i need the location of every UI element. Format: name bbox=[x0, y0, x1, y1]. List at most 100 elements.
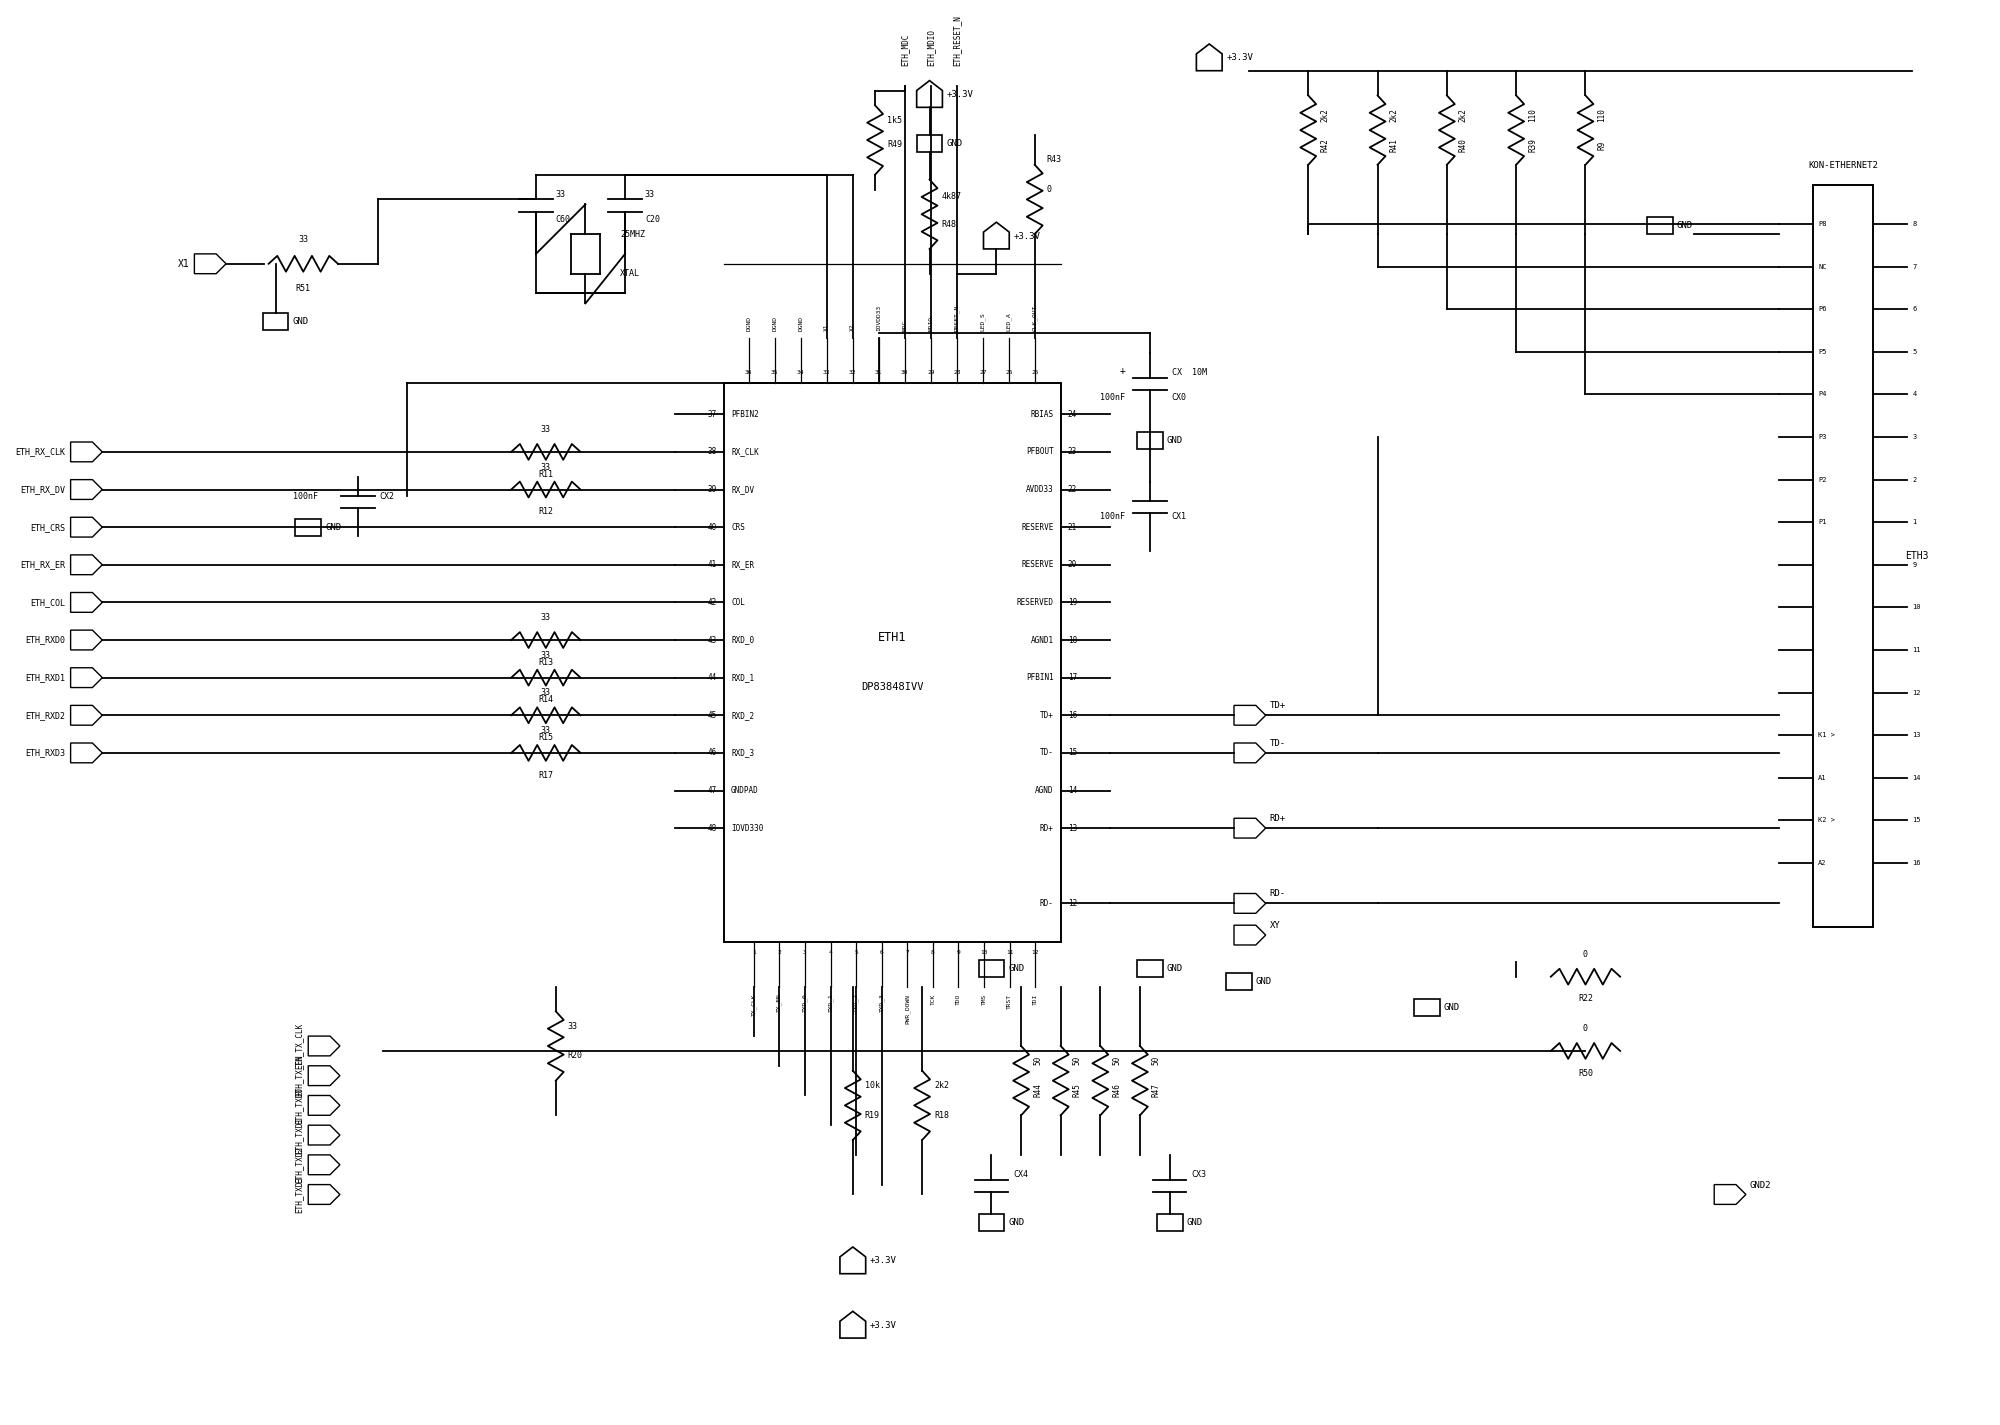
Text: 29: 29 bbox=[928, 369, 934, 375]
Text: P4: P4 bbox=[1818, 392, 1826, 398]
Text: TX_EN: TX_EN bbox=[776, 993, 782, 1012]
Text: ETH_TXD0: ETH_TXD0 bbox=[294, 1087, 304, 1124]
Text: 10: 10 bbox=[1912, 604, 1920, 610]
Text: 100nF: 100nF bbox=[1100, 512, 1126, 520]
Text: ETH_RXD3: ETH_RXD3 bbox=[26, 748, 66, 758]
Text: CRS: CRS bbox=[732, 523, 744, 532]
Text: KON-ETHERNET2: KON-ETHERNET2 bbox=[1808, 161, 1878, 170]
Text: 4: 4 bbox=[1912, 392, 1916, 398]
Text: AVDD33: AVDD33 bbox=[1026, 485, 1054, 494]
Text: 15: 15 bbox=[1068, 748, 1076, 758]
Text: GND: GND bbox=[1186, 1218, 1202, 1227]
Text: R46: R46 bbox=[1112, 1083, 1122, 1097]
Text: R51: R51 bbox=[296, 284, 310, 292]
Text: RXD_3: RXD_3 bbox=[732, 748, 754, 758]
Text: 16: 16 bbox=[1912, 859, 1920, 866]
Text: R15: R15 bbox=[538, 732, 554, 742]
Text: RXD_1: RXD_1 bbox=[732, 673, 754, 683]
Text: 9: 9 bbox=[956, 950, 960, 955]
Text: TXD_0: TXD_0 bbox=[802, 993, 808, 1012]
Text: 33: 33 bbox=[540, 425, 550, 435]
Text: X1: X1 bbox=[178, 259, 190, 269]
Polygon shape bbox=[1714, 1184, 1746, 1204]
Text: 6: 6 bbox=[1912, 306, 1916, 312]
Text: 11: 11 bbox=[1912, 647, 1920, 653]
Text: 2: 2 bbox=[778, 950, 782, 955]
Text: RX_ER: RX_ER bbox=[732, 560, 754, 569]
Text: K2 >: K2 > bbox=[1818, 817, 1836, 824]
Text: LED_A: LED_A bbox=[1006, 312, 1012, 331]
Text: ETH_TXD2: ETH_TXD2 bbox=[294, 1146, 304, 1183]
Text: RD+: RD+ bbox=[1040, 824, 1054, 832]
Text: ETH_TXD3: ETH_TXD3 bbox=[294, 1176, 304, 1213]
Text: 24: 24 bbox=[1068, 410, 1076, 419]
Text: 5: 5 bbox=[1912, 349, 1916, 355]
Text: MDIO: MDIO bbox=[928, 316, 934, 331]
Text: R17: R17 bbox=[538, 771, 554, 779]
Text: ETH_RESET_N: ETH_RESET_N bbox=[952, 14, 962, 66]
Text: P8: P8 bbox=[1818, 221, 1826, 227]
Text: CX  10M: CX 10M bbox=[1172, 368, 1206, 378]
Polygon shape bbox=[308, 1036, 340, 1056]
Text: 42: 42 bbox=[708, 598, 718, 607]
Text: 33: 33 bbox=[540, 651, 550, 660]
Polygon shape bbox=[840, 1247, 866, 1274]
Polygon shape bbox=[1136, 960, 1162, 976]
Polygon shape bbox=[308, 1184, 340, 1204]
Text: 2: 2 bbox=[1912, 476, 1916, 483]
Polygon shape bbox=[70, 554, 102, 574]
Polygon shape bbox=[70, 742, 102, 762]
Text: 38: 38 bbox=[708, 447, 718, 456]
Text: GND: GND bbox=[1676, 221, 1692, 231]
Text: RBIAS: RBIAS bbox=[1030, 410, 1054, 419]
Text: RESERVE: RESERVE bbox=[1022, 560, 1054, 569]
Text: 3: 3 bbox=[1912, 435, 1916, 440]
Text: 33: 33 bbox=[556, 190, 566, 200]
Polygon shape bbox=[70, 480, 102, 499]
Text: +3.3V: +3.3V bbox=[1014, 231, 1040, 241]
Text: 27: 27 bbox=[980, 369, 986, 375]
Text: R48: R48 bbox=[942, 219, 956, 228]
Text: 12: 12 bbox=[1912, 690, 1920, 695]
Text: AGND1: AGND1 bbox=[1030, 636, 1054, 644]
Text: 40: 40 bbox=[708, 523, 718, 532]
Text: CX2: CX2 bbox=[380, 492, 394, 502]
Text: DP83848IVV: DP83848IVV bbox=[862, 683, 924, 693]
Text: LED_S: LED_S bbox=[980, 312, 986, 331]
Text: GND: GND bbox=[1166, 436, 1182, 445]
Text: TD-: TD- bbox=[1270, 740, 1286, 748]
Text: ETH_CRS: ETH_CRS bbox=[30, 523, 66, 532]
Text: 100nF: 100nF bbox=[1100, 393, 1126, 402]
Text: 30: 30 bbox=[902, 369, 908, 375]
Polygon shape bbox=[978, 960, 1004, 976]
Text: ETH_TXD1: ETH_TXD1 bbox=[294, 1117, 304, 1154]
Text: 4: 4 bbox=[828, 950, 832, 955]
Text: R20: R20 bbox=[568, 1052, 582, 1060]
Text: +3.3V: +3.3V bbox=[870, 1257, 896, 1265]
Text: XTAL: XTAL bbox=[620, 269, 640, 278]
Text: 9: 9 bbox=[1912, 561, 1916, 567]
Text: 19: 19 bbox=[1068, 598, 1076, 607]
Polygon shape bbox=[70, 630, 102, 650]
Text: 12: 12 bbox=[1068, 899, 1076, 908]
Text: 110: 110 bbox=[1528, 108, 1538, 123]
Text: 1: 1 bbox=[1912, 519, 1916, 526]
Text: 13: 13 bbox=[1912, 732, 1920, 738]
Text: TD-: TD- bbox=[1040, 748, 1054, 758]
Text: 43: 43 bbox=[708, 636, 718, 644]
Text: 0: 0 bbox=[1046, 185, 1052, 194]
Text: 33: 33 bbox=[824, 369, 830, 375]
Text: P6: P6 bbox=[1818, 306, 1826, 312]
Text: 4k87: 4k87 bbox=[942, 192, 962, 201]
Polygon shape bbox=[1156, 1214, 1182, 1231]
Text: TDO: TDO bbox=[956, 993, 960, 1005]
Bar bbox=[724, 382, 1060, 942]
Text: R42: R42 bbox=[1320, 138, 1330, 152]
Polygon shape bbox=[308, 1126, 340, 1146]
Text: TD+: TD+ bbox=[1270, 701, 1286, 710]
Text: 15: 15 bbox=[1912, 817, 1920, 824]
Polygon shape bbox=[70, 442, 102, 462]
Text: P2: P2 bbox=[1818, 476, 1826, 483]
Text: 13: 13 bbox=[1068, 824, 1076, 832]
Text: 50: 50 bbox=[1112, 1056, 1122, 1066]
